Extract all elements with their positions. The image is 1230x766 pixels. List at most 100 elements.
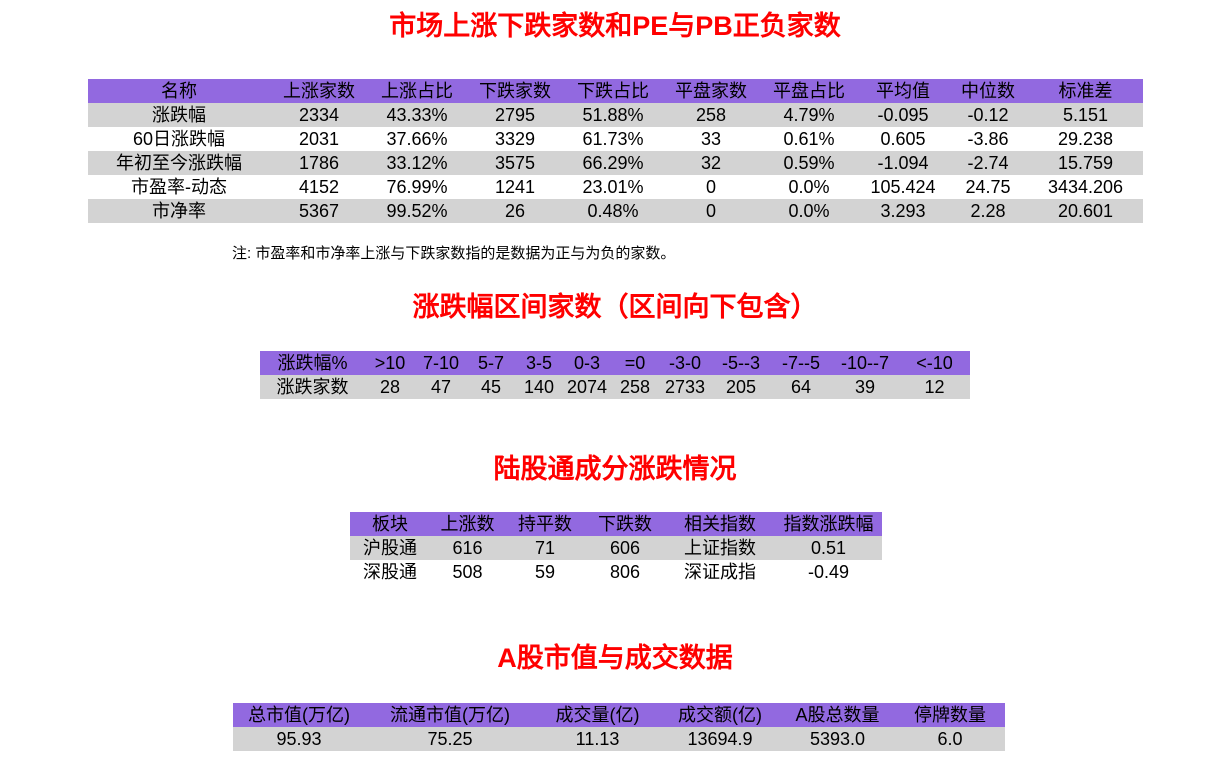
column-header: 指数涨跌幅	[775, 512, 882, 536]
cell: 258	[662, 103, 760, 127]
table-row: 涨跌家数 28 47 45 140 2074 258 2733 205 64 3…	[260, 375, 970, 399]
cell: 33	[662, 127, 760, 151]
market-updown-table: 名称 上涨家数 上涨占比 下跌家数 下跌占比 平盘家数 平盘占比 平均值 中位数…	[88, 79, 1143, 223]
cell: 深股通	[350, 560, 430, 584]
cell: 5393.0	[780, 727, 895, 751]
cell: 66.29%	[564, 151, 662, 175]
cell: -0.49	[775, 560, 882, 584]
cell: 47	[415, 375, 467, 399]
cell: 43.33%	[368, 103, 466, 127]
stock-connect-table: 板块 上涨数 持平数 下跌数 相关指数 指数涨跌幅 沪股通 616 71 606…	[350, 512, 882, 584]
cell: 606	[585, 536, 665, 560]
cell: 13694.9	[660, 727, 780, 751]
cell: 11.13	[535, 727, 660, 751]
cell: 0	[662, 199, 760, 223]
cell: 3329	[466, 127, 564, 151]
cell: 4.79%	[760, 103, 858, 127]
cell: 6.0	[895, 727, 1005, 751]
column-header: >10	[365, 351, 415, 375]
cell: 0	[662, 175, 760, 199]
cell: 0.0%	[760, 199, 858, 223]
cell: 0.51	[775, 536, 882, 560]
market-cap-turnover-table: 总市值(万亿) 流通市值(万亿) 成交量(亿) 成交额(亿) A股总数量 停牌数…	[233, 703, 1005, 751]
cell: 4152	[270, 175, 368, 199]
column-header: 标准差	[1028, 79, 1143, 103]
table-row: 沪股通 616 71 606 上证指数 0.51	[350, 536, 882, 560]
column-header: 5-7	[467, 351, 515, 375]
cell: 140	[515, 375, 563, 399]
column-header: 中位数	[948, 79, 1028, 103]
table-row: 60日涨跌幅 2031 37.66% 3329 61.73% 33 0.61% …	[88, 127, 1143, 151]
column-header: 成交额(亿)	[660, 703, 780, 727]
cell: 上证指数	[665, 536, 775, 560]
column-header: -3-0	[659, 351, 711, 375]
cell: 涨跌家数	[260, 375, 365, 399]
cell: 市净率	[88, 199, 270, 223]
cell: 0.48%	[564, 199, 662, 223]
column-header: 上涨家数	[270, 79, 368, 103]
cell: 23.01%	[564, 175, 662, 199]
cell: 59	[505, 560, 585, 584]
table-header-row: 总市值(万亿) 流通市值(万亿) 成交量(亿) 成交额(亿) A股总数量 停牌数…	[233, 703, 1005, 727]
section4-title: A股市值与成交数据	[497, 643, 733, 673]
column-header: 持平数	[505, 512, 585, 536]
cell: 深证成指	[665, 560, 775, 584]
column-header: 0-3	[563, 351, 611, 375]
column-header: 总市值(万亿)	[233, 703, 365, 727]
table-row: 市盈率-动态 4152 76.99% 1241 23.01% 0 0.0% 10…	[88, 175, 1143, 199]
cell: 806	[585, 560, 665, 584]
cell: 51.88%	[564, 103, 662, 127]
cell: 26	[466, 199, 564, 223]
section2-title: 涨跌幅区间家数（区间向下包含）	[412, 292, 818, 322]
cell: 3434.206	[1028, 175, 1143, 199]
cell: 2074	[563, 375, 611, 399]
cell: 5.151	[1028, 103, 1143, 127]
cell: 99.52%	[368, 199, 466, 223]
cell: -0.095	[858, 103, 948, 127]
cell: 0.61%	[760, 127, 858, 151]
column-header: 3-5	[515, 351, 563, 375]
cell: 508	[430, 560, 505, 584]
column-header: 平均值	[858, 79, 948, 103]
column-header: 下跌占比	[564, 79, 662, 103]
cell: 3575	[466, 151, 564, 175]
cell: 258	[611, 375, 659, 399]
cell: 年初至今涨跌幅	[88, 151, 270, 175]
cell: 61.73%	[564, 127, 662, 151]
column-header: -10--7	[831, 351, 899, 375]
column-header: 平盘家数	[662, 79, 760, 103]
cell: 0.605	[858, 127, 948, 151]
cell: 20.601	[1028, 199, 1143, 223]
cell: 24.75	[948, 175, 1028, 199]
cell: 28	[365, 375, 415, 399]
section3-title: 陆股通成分涨跌情况	[493, 454, 737, 484]
table-row: 深股通 508 59 806 深证成指 -0.49	[350, 560, 882, 584]
table-header-row: 名称 上涨家数 上涨占比 下跌家数 下跌占比 平盘家数 平盘占比 平均值 中位数…	[88, 79, 1143, 103]
cell: 45	[467, 375, 515, 399]
table-row: 年初至今涨跌幅 1786 33.12% 3575 66.29% 32 0.59%…	[88, 151, 1143, 175]
column-header: 板块	[350, 512, 430, 536]
column-header: A股总数量	[780, 703, 895, 727]
column-header: 下跌家数	[466, 79, 564, 103]
cell: 1786	[270, 151, 368, 175]
column-header: -5--3	[711, 351, 771, 375]
cell: 2733	[659, 375, 711, 399]
column-header: 名称	[88, 79, 270, 103]
cell: 29.238	[1028, 127, 1143, 151]
column-header: 下跌数	[585, 512, 665, 536]
column-header: 停牌数量	[895, 703, 1005, 727]
column-header: 流通市值(万亿)	[365, 703, 535, 727]
cell: -3.86	[948, 127, 1028, 151]
column-header: 涨跌幅%	[260, 351, 365, 375]
cell: 5367	[270, 199, 368, 223]
column-header: 相关指数	[665, 512, 775, 536]
cell: -1.094	[858, 151, 948, 175]
cell: -2.74	[948, 151, 1028, 175]
change-range-table: 涨跌幅% >10 7-10 5-7 3-5 0-3 =0 -3-0 -5--3 …	[260, 351, 970, 399]
cell: 沪股通	[350, 536, 430, 560]
cell: 616	[430, 536, 505, 560]
cell: 76.99%	[368, 175, 466, 199]
column-header: =0	[611, 351, 659, 375]
cell: 市盈率-动态	[88, 175, 270, 199]
